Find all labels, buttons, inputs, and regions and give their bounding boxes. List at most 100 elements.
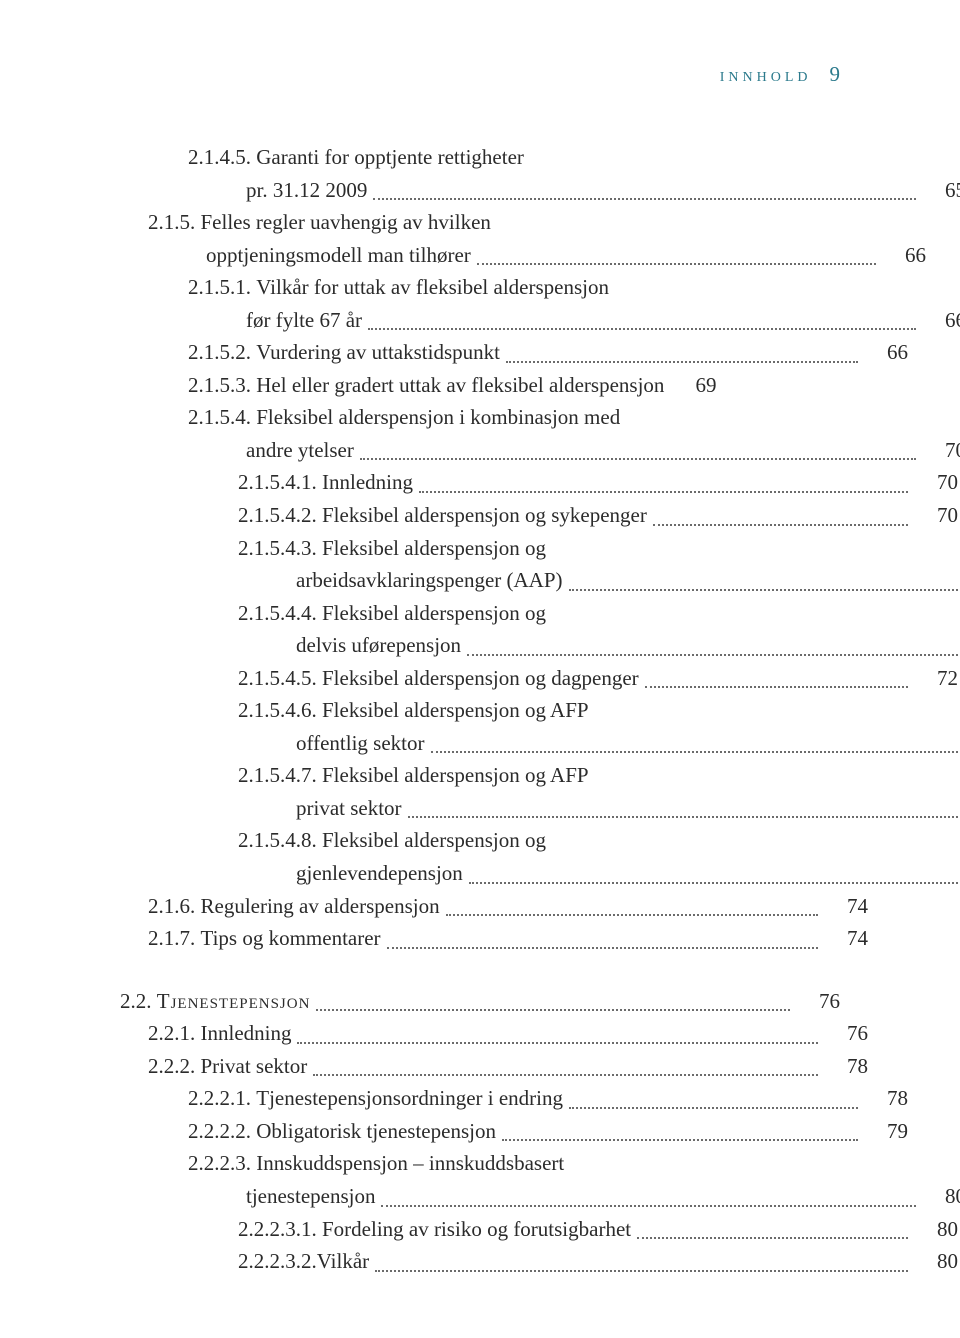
toc-leader xyxy=(297,1042,818,1044)
toc-title: Obligatorisk tjenestepensjon xyxy=(256,1115,496,1148)
toc-entry: 2.1.5. Felles regler uavhengig av hvilke… xyxy=(120,206,840,239)
section-gap xyxy=(120,955,840,985)
toc-page: 80 xyxy=(914,1245,958,1278)
toc-number: 2.2.1. xyxy=(148,1017,201,1050)
toc-title: før fylte 67 år xyxy=(246,304,362,337)
table-of-contents: 2.1.4.5. Garanti for opptjente rettighet… xyxy=(120,141,840,1278)
toc-entry: 2.2.2.3. Innskuddspensjon – innskuddsbas… xyxy=(120,1147,840,1180)
toc-title: Hel eller gradert uttak av fleksibel ald… xyxy=(256,369,664,402)
toc-entry: 2.1.5.2. Vurdering av uttakstidspunkt 66 xyxy=(120,336,908,369)
toc-page: 74 xyxy=(824,890,868,923)
toc-entry: 2.1.5.4. Fleksibel alderspensjon i kombi… xyxy=(120,401,840,434)
toc-entry-line2: offentlig sektor 72 xyxy=(120,727,960,760)
toc-leader xyxy=(467,654,960,656)
toc-leader xyxy=(408,816,960,818)
toc-title: delvis uførepensjon xyxy=(296,629,461,662)
toc-page: 78 xyxy=(824,1050,868,1083)
toc-entry-line2: delvis uførepensjon 71 xyxy=(120,629,960,662)
toc-title: offentlig sektor xyxy=(296,727,425,760)
toc-page: 80 xyxy=(914,1213,958,1246)
toc-entry-line2: arbeidsavklaringspenger (AAP) 70 xyxy=(120,564,960,597)
toc-entry: 2.1.5.1. Vilkår for uttak av fleksibel a… xyxy=(120,271,840,304)
toc-title: Vurdering av uttakstidspunkt xyxy=(256,336,500,369)
toc-leader xyxy=(360,458,916,460)
toc-page: 74 xyxy=(824,922,868,955)
toc-leader xyxy=(569,1107,858,1109)
toc-title: Fleksibel alderspensjon og sykepenger xyxy=(322,499,647,532)
toc-entry-line2: gjenlevendepensjon 73 xyxy=(120,857,960,890)
toc-number: 2.2. xyxy=(120,985,157,1018)
toc-entry: 2.2.2.1. Tjenestepensjonsordninger i end… xyxy=(120,1082,908,1115)
toc-entry: 2.1.5.4.2. Fleksibel alderspensjon og sy… xyxy=(120,499,958,532)
toc-title: Fleksibel alderspensjon og xyxy=(322,597,546,630)
toc-entry: 2.2.2. Privat sektor 78 xyxy=(120,1050,868,1083)
toc-number: 2.2.2.3. xyxy=(188,1147,256,1180)
toc-leader xyxy=(419,491,908,493)
toc-number: 2.1.6. xyxy=(148,890,201,923)
toc-page: 66 xyxy=(922,304,960,337)
toc-title: Innskuddspensjon – innskuddsbasert xyxy=(256,1147,564,1180)
toc-title: gjenlevendepensjon xyxy=(296,857,463,890)
toc-entry-line2: opptjeningsmodell man tilhører 66 xyxy=(120,239,926,272)
toc-page: 78 xyxy=(864,1082,908,1115)
toc-leader xyxy=(637,1237,908,1239)
toc-entry-line2: tjenestepensjon 80 xyxy=(120,1180,960,1213)
toc-title: Tjenestepensjonsordninger i endring xyxy=(256,1082,563,1115)
toc-number: 2.2.2. xyxy=(148,1050,201,1083)
toc-entry: 2.1.4.5. Garanti for opptjente rettighet… xyxy=(120,141,840,174)
toc-title: Tips og kommentarer xyxy=(201,922,381,955)
toc-page: 76 xyxy=(824,1017,868,1050)
toc-leader xyxy=(469,882,960,884)
toc-entry: 2.1.5.4.7. Fleksibel alderspensjon og AF… xyxy=(120,759,840,792)
toc-entry: 2.2.2.2. Obligatorisk tjenestepensjon 79 xyxy=(120,1115,908,1148)
toc-title: Regulering av alderspensjon xyxy=(201,890,440,923)
toc-leader xyxy=(502,1139,858,1141)
toc-leader xyxy=(506,361,858,363)
toc-title: Vilkår for uttak av fleksibel alderspens… xyxy=(256,271,609,304)
toc-page: 69 xyxy=(672,369,716,402)
toc-entry: 2.1.5.4.1. Innledning 70 xyxy=(120,466,958,499)
toc-entry: 2.1.7. Tips og kommentarer 74 xyxy=(120,922,868,955)
toc-entry: 2.2.2.3.1. Fordeling av risiko og foruts… xyxy=(120,1213,958,1246)
toc-leader xyxy=(446,914,818,916)
toc-title: opptjeningsmodell man tilhører xyxy=(206,239,471,272)
toc-leader xyxy=(653,524,908,526)
toc-entry: 2.2.1. Innledning 76 xyxy=(120,1017,868,1050)
toc-number: 2.1.5.4.2. xyxy=(238,499,322,532)
toc-page: 76 xyxy=(796,985,840,1018)
toc-leader xyxy=(375,1270,908,1272)
toc-number: 2.1.5.4.4. xyxy=(238,597,322,630)
toc-number: 2.1.5.4.5. xyxy=(238,662,322,695)
toc-title: Tjenestepensjon xyxy=(157,985,311,1018)
toc-page: 79 xyxy=(864,1115,908,1148)
toc-title: Vilkår xyxy=(317,1245,369,1278)
toc-number: 2.1.5.4.1. xyxy=(238,466,322,499)
toc-section: 2.2. Tjenestepensjon 76 xyxy=(120,985,840,1018)
toc-number: 2.1.5.4.3. xyxy=(238,532,322,565)
toc-title: tjenestepensjon xyxy=(246,1180,375,1213)
toc-number: 2.1.5.1. xyxy=(188,271,256,304)
toc-leader xyxy=(373,198,916,200)
toc-number: 2.2.2.2. xyxy=(188,1115,256,1148)
toc-number: 2.1.5.4.8. xyxy=(238,824,322,857)
toc-number: 2.1.5.3. xyxy=(188,369,256,402)
toc-title: andre ytelser xyxy=(246,434,354,467)
toc-title: Garanti for opptjente rettigheter xyxy=(256,141,524,174)
toc-page: 72 xyxy=(914,662,958,695)
toc-title: Fleksibel alderspensjon i kombinasjon me… xyxy=(256,401,620,434)
toc-title: Fleksibel alderspensjon og dagpenger xyxy=(322,662,639,695)
toc-entry: 2.1.5.3. Hel eller gradert uttak av flek… xyxy=(120,369,908,402)
toc-title: Fleksibel alderspensjon og xyxy=(322,532,546,565)
toc-number: 2.1.5.4.7. xyxy=(238,759,322,792)
toc-entry: 2.1.5.4.5. Fleksibel alderspensjon og da… xyxy=(120,662,958,695)
toc-number: 2.1.5. xyxy=(148,206,201,239)
toc-page: 66 xyxy=(882,239,926,272)
toc-leader xyxy=(316,1009,790,1011)
toc-number: 2.1.7. xyxy=(148,922,201,955)
toc-leader xyxy=(313,1074,818,1076)
toc-entry-line2: pr. 31.12 2009 65 xyxy=(120,174,960,207)
toc-entry: 2.1.5.4.4. Fleksibel alderspensjon og xyxy=(120,597,840,630)
page: innhold 9 2.1.4.5. Garanti for opptjente… xyxy=(0,0,960,1338)
toc-page: 70 xyxy=(922,434,960,467)
toc-number: 2.1.5.2. xyxy=(188,336,256,369)
